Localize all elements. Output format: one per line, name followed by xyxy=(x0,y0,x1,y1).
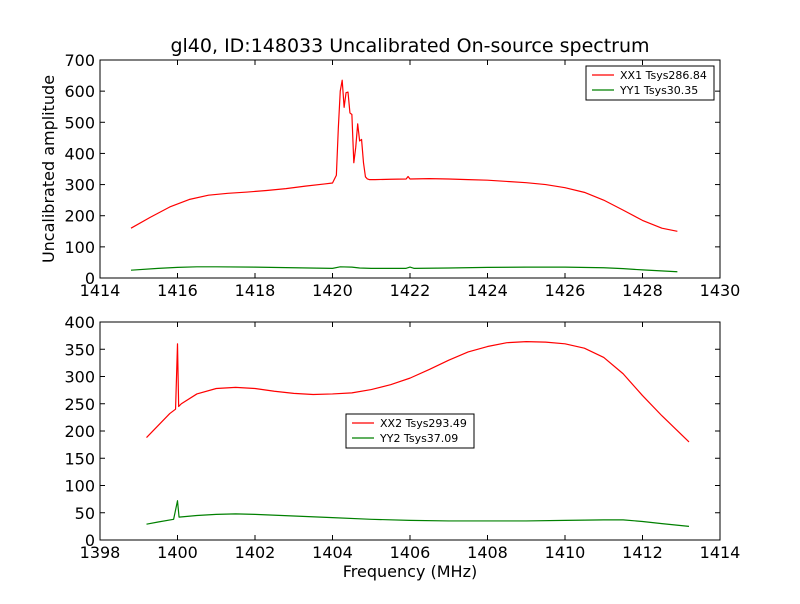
y-tick-label: 250 xyxy=(64,395,95,414)
legend-box xyxy=(345,413,475,449)
y-tick-label: 400 xyxy=(64,313,95,332)
chart-panel-2: 1398 1400 1402 1404 1406 1408 1410 1412 1414 0 50 1… xyxy=(64,313,740,581)
y-tick-label: 300 xyxy=(64,176,95,195)
x-tick-label: 1414 xyxy=(80,281,121,300)
y-tick-label: 0 xyxy=(85,531,95,550)
legend-entry: XX2 Tsys293.49 xyxy=(380,417,467,430)
x-tick-label: 1426 xyxy=(545,281,586,300)
x-tick-label: 1408 xyxy=(467,543,508,562)
y-axis-label: Uncalibrated amplitude xyxy=(39,75,58,263)
y-tick-label: 150 xyxy=(64,449,95,468)
legend: XX1 Tsys286.84 YY1 Tsys30.35 xyxy=(585,65,715,101)
y-tick-label: 400 xyxy=(64,144,95,163)
y-tick-label: 0 xyxy=(85,269,95,288)
legend-box xyxy=(585,65,715,101)
y-tick-label: 200 xyxy=(64,207,95,226)
y-tick-label: 500 xyxy=(64,113,95,132)
y-tick-label: 200 xyxy=(64,422,95,441)
x-tick-label: 1424 xyxy=(467,281,508,300)
x-axis-label: Frequency (MHz) xyxy=(343,562,477,581)
legend: XX2 Tsys293.49 YY2 Tsys37.09 xyxy=(345,413,475,449)
y-tick-label: 100 xyxy=(64,477,95,496)
y-tick-label: 350 xyxy=(64,340,95,359)
x-tick-label: 1404 xyxy=(312,543,353,562)
x-tick-label: 1402 xyxy=(235,543,276,562)
legend-entry: YY1 Tsys30.35 xyxy=(619,84,698,97)
x-tick-label: 1398 xyxy=(80,543,121,562)
x-tick-label: 1420 xyxy=(312,281,353,300)
legend-entry: XX1 Tsys286.84 xyxy=(620,69,707,82)
chart-title: gl40, ID:148033 Uncalibrated On-source s… xyxy=(170,35,649,57)
x-tick-label: 1400 xyxy=(157,543,198,562)
series-line-1 xyxy=(146,341,690,443)
y-tick-label: 700 xyxy=(64,51,95,70)
chart-panel-1: 1414 1416 1418 1420 1422 1424 1426 1428 1430 0 100… xyxy=(39,35,740,300)
x-tick-label: 1406 xyxy=(390,543,431,562)
series-line-1 xyxy=(130,79,678,232)
x-tick-label: 1418 xyxy=(235,281,276,300)
x-tick-label: 1410 xyxy=(545,543,586,562)
x-tick-label: 1430 xyxy=(700,281,741,300)
legend-entry: YY2 Tsys37.09 xyxy=(379,432,458,445)
series-line-2 xyxy=(130,266,678,273)
y-tick-label: 300 xyxy=(64,368,95,387)
x-tick-label: 1428 xyxy=(622,281,663,300)
series-line-2 xyxy=(146,500,690,527)
x-tick-label: 1414 xyxy=(700,543,741,562)
y-tick-label: 600 xyxy=(64,82,95,101)
x-tick-label: 1412 xyxy=(622,543,663,562)
y-tick-label: 50 xyxy=(75,504,95,523)
y-tick-label: 100 xyxy=(64,238,95,257)
x-tick-label: 1416 xyxy=(157,281,198,300)
x-tick-label: 1422 xyxy=(390,281,431,300)
